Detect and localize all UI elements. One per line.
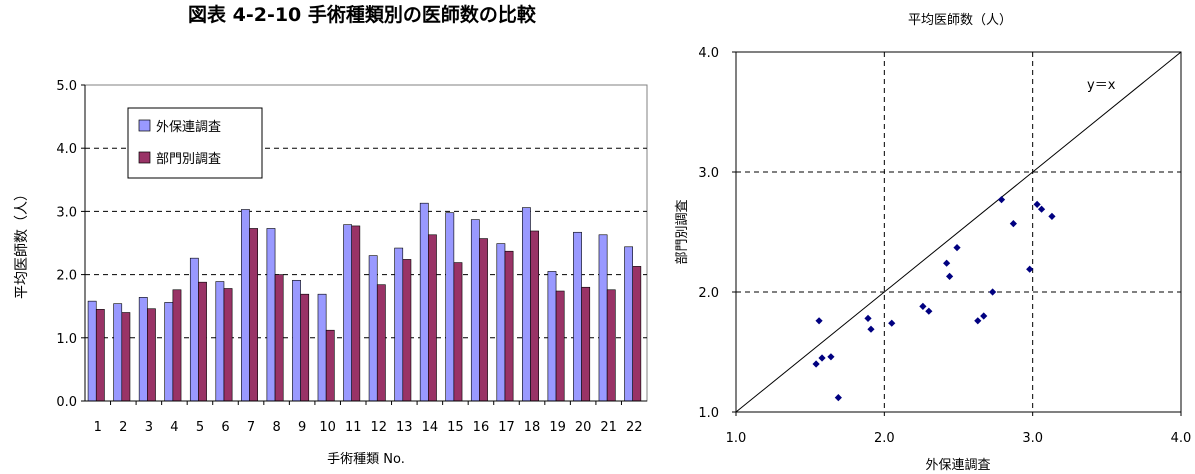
scatter-x-tick-label: 1.0 <box>726 431 747 446</box>
bar-y-tick-label: 5.0 <box>56 79 77 94</box>
scatter-grid <box>736 52 1181 412</box>
scatter-point <box>980 312 988 320</box>
bar-x-tick-label: 18 <box>524 420 541 435</box>
bar-x-tick-label: 15 <box>447 420 464 435</box>
bar-x-tick-label: 10 <box>319 420 336 435</box>
scatter-point <box>867 325 875 333</box>
bar-series <box>87 202 642 402</box>
bar-x-tick-label: 1 <box>94 420 102 435</box>
bar-x-tick-label: 8 <box>272 420 280 435</box>
bar-x-tick-label: 19 <box>549 420 566 435</box>
scatter-point <box>815 317 823 325</box>
bar-x-tick-label: 5 <box>196 420 204 435</box>
bar-x-tick-label: 7 <box>247 420 255 435</box>
scatter-point <box>997 196 1006 204</box>
bar-x-tick-label: 6 <box>221 420 229 435</box>
scatter-y-axis-label: 部門別調査 <box>675 199 690 264</box>
scatter-point <box>834 394 842 402</box>
scatter-point <box>812 360 820 368</box>
scatter-y-tick-label: 4.0 <box>698 46 719 61</box>
scatter-point <box>925 307 933 315</box>
scatter-point <box>827 353 835 361</box>
bar-y-ticks: 0.0 1.0 2.0 3.0 4.0 5.0 <box>56 79 85 410</box>
scatter-point <box>1009 220 1017 228</box>
bar-x-tick-label: 12 <box>370 420 387 435</box>
bar-y-tick-label: 0.0 <box>56 395 77 410</box>
bar-legend-label-0: 外保連調査 <box>156 120 221 135</box>
bar-x-tick-label: 16 <box>473 420 490 435</box>
scatter-x-axis-label: 外保連調査 <box>925 458 990 473</box>
scatter-point <box>1048 212 1056 220</box>
scatter-y-tick-label: 1.0 <box>698 406 719 421</box>
bar-y-tick-label: 2.0 <box>56 269 77 284</box>
reference-line-label: y＝x <box>1087 78 1116 93</box>
bar-x-tick-label: 4 <box>170 420 178 435</box>
figure-title-bar: 図表 4-2-10 手術種類別の医師数の比較 <box>0 0 1195 28</box>
bar-x-tick-label: 22 <box>626 420 643 435</box>
bar-legend-swatch-0 <box>138 119 151 132</box>
bar-x-tick-label: 21 <box>600 420 617 435</box>
reference-line-y-equals-x <box>735 51 1182 413</box>
bar-x-tick-label: 14 <box>422 420 439 435</box>
bar-x-tick-label: 11 <box>345 420 362 435</box>
bar-x-axis-label: 手術種類 No. <box>327 451 405 467</box>
scatter-title: 平均医師数（人） <box>908 13 1012 28</box>
scatter-ticks: 1.0 2.0 3.0 4.0 1.0 2.0 3.0 4.0 <box>698 46 1191 446</box>
scatter-point <box>1026 265 1034 273</box>
scatter-x-tick-label: 4.0 <box>1171 431 1192 446</box>
bar-x-tick-label: 3 <box>145 420 153 435</box>
scatter-x-tick-label: 3.0 <box>1022 431 1043 446</box>
bar-legend-swatch-1 <box>138 151 151 164</box>
scatter-point <box>919 302 927 310</box>
scatter-point <box>818 354 826 362</box>
scatter-x-tick-label: 2.0 <box>874 431 895 446</box>
scatter-point <box>1033 200 1041 208</box>
bar-x-ticks: 1 2 3 4 5 6 7 8 9 10 11 12 13 14 15 16 17 18 19 20 21 22 <box>94 401 643 435</box>
bar-chart: 0.01.02.03.04.05.0 1 2 3 4 5 6 7 8 9 10 11 12 13 14 15… <box>14 79 648 467</box>
bar-y-tick-label: 4.0 <box>56 142 77 157</box>
scatter-point <box>943 259 951 267</box>
bar-legend-label-1: 部門別調査 <box>156 152 221 167</box>
scatter-point <box>953 244 961 252</box>
scatter-point <box>989 288 997 296</box>
bar-y-tick-label: 3.0 <box>56 205 77 220</box>
bar-y-axis-label: 平均医師数（人） <box>14 187 30 299</box>
bar-legend: 外保連調査 部門別調査 <box>127 107 263 179</box>
scatter-points <box>812 196 1056 402</box>
scatter-point <box>1037 205 1046 213</box>
scatter-y-tick-label: 2.0 <box>698 286 719 301</box>
scatter-point <box>974 317 982 325</box>
scatter-point <box>864 314 872 322</box>
scatter-point <box>946 272 954 280</box>
bar-x-tick-label: 17 <box>498 420 515 435</box>
scatter-point <box>888 319 896 327</box>
bar-y-tick-label: 1.0 <box>56 332 77 347</box>
bar-x-tick-label: 13 <box>396 420 413 435</box>
bar-x-tick-label: 2 <box>119 420 127 435</box>
scatter-y-tick-label: 3.0 <box>698 166 719 181</box>
bar-x-tick-label: 20 <box>575 420 592 435</box>
figure-title: 図表 4-2-10 手術種類別の医師数の比較 <box>188 4 536 26</box>
bar-x-tick-label: 9 <box>298 420 306 435</box>
